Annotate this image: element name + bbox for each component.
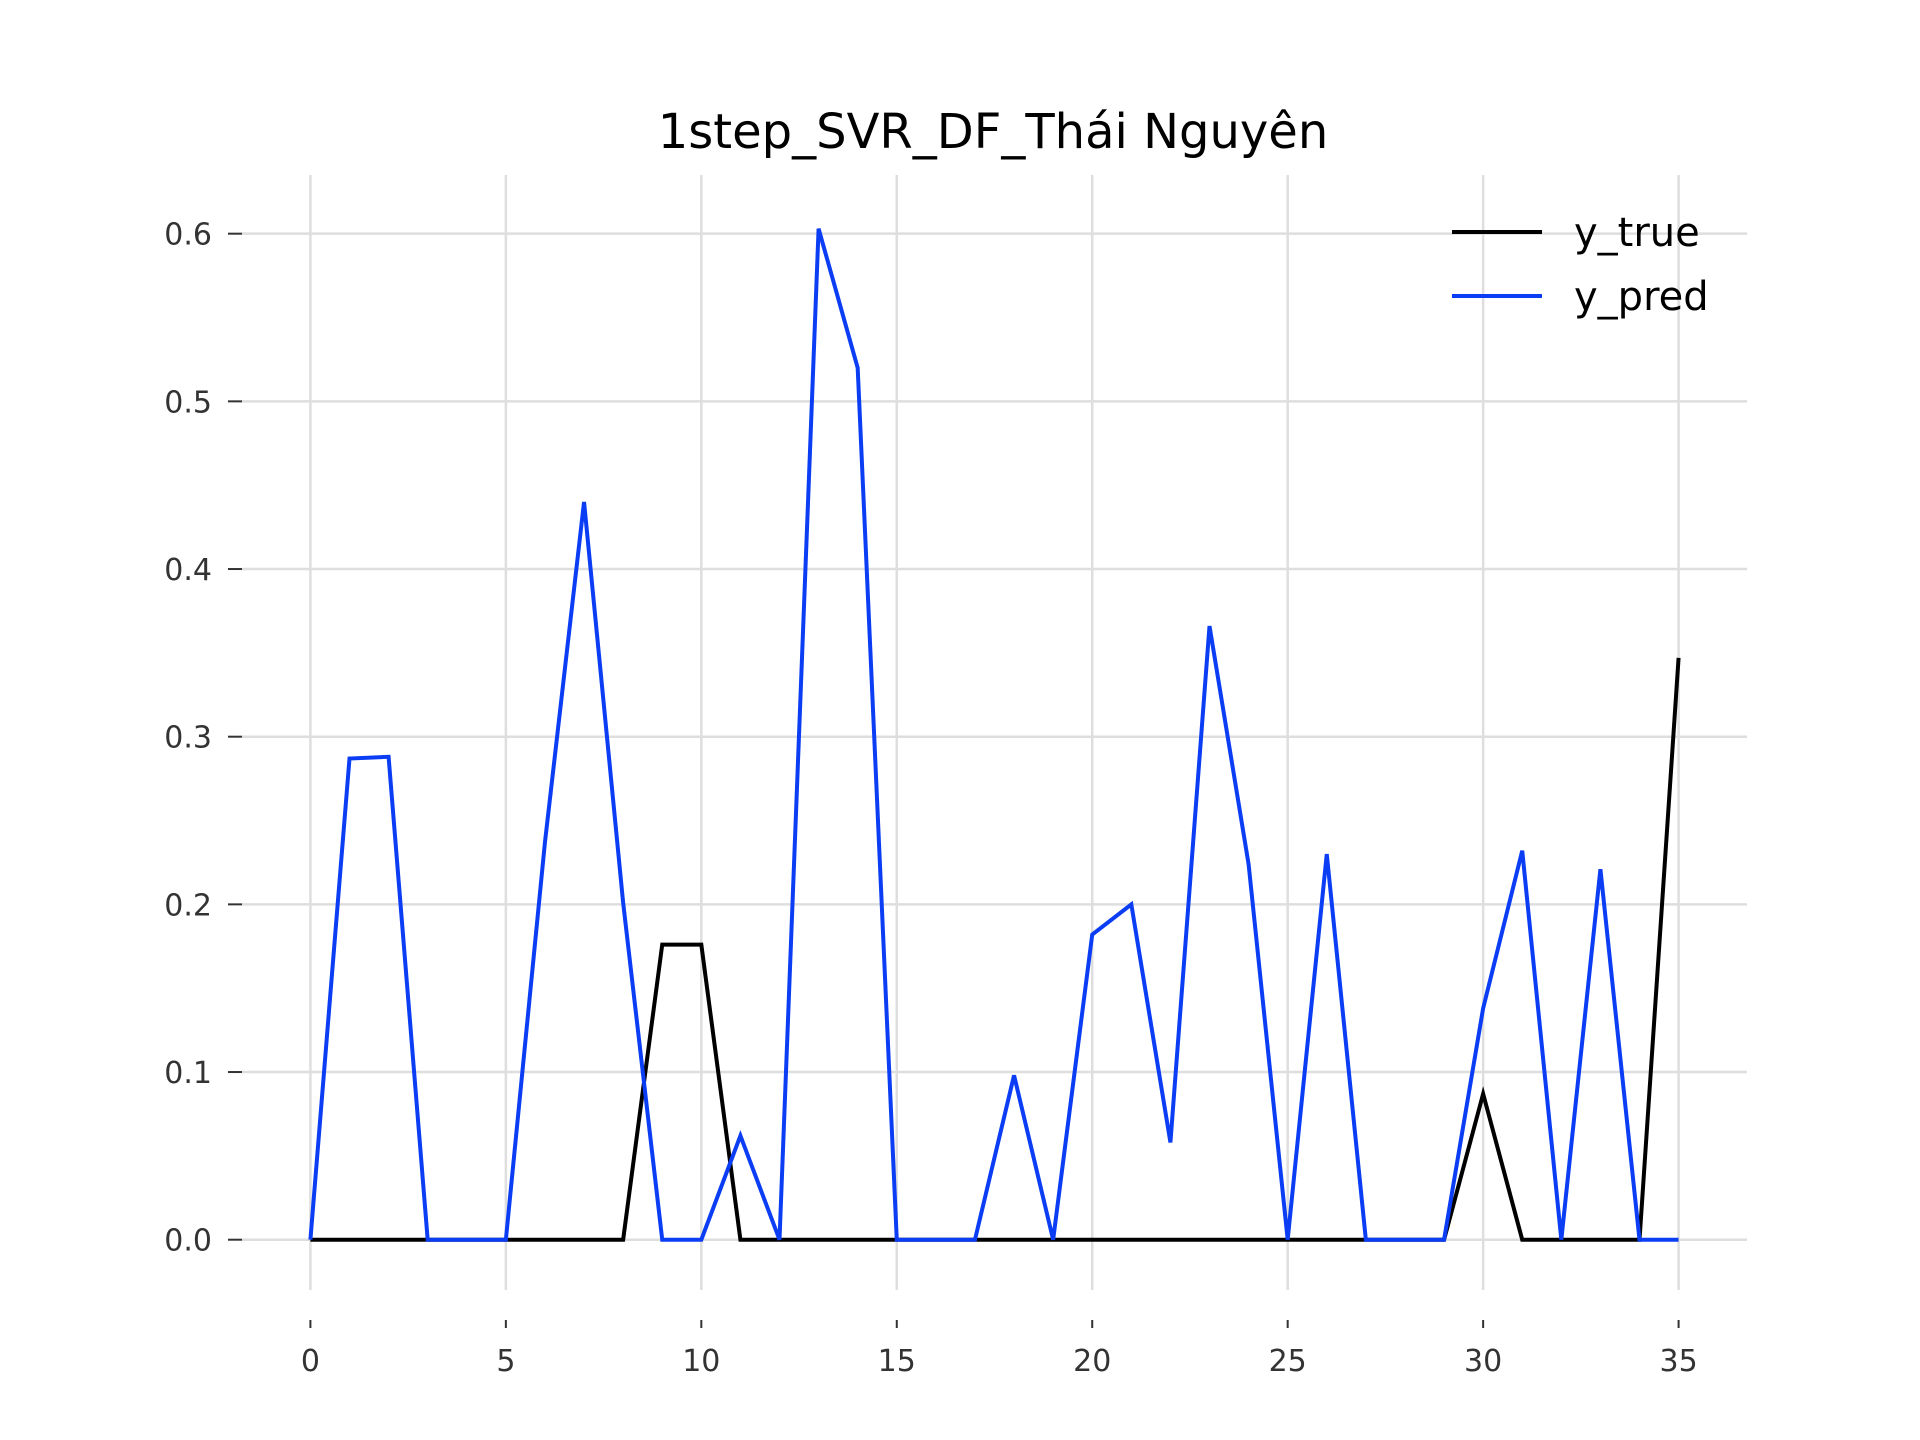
legend-label: y_true	[1574, 210, 1700, 256]
legend: y_true y_pred	[1452, 210, 1709, 320]
series-lines	[308, 228, 1681, 1242]
x-tick-label: 30	[1464, 1344, 1502, 1379]
x-tick-label: 20	[1073, 1344, 1111, 1379]
series-y-pred	[308, 228, 1679, 1242]
y-tick-label: 0.4	[164, 553, 212, 588]
y-tick-label: 0.1	[164, 1056, 212, 1091]
series-y-true	[310, 657, 1681, 1242]
x-tick-label: 10	[682, 1344, 720, 1379]
y-tick-label: 0.0	[164, 1224, 212, 1259]
legend-item: y_pred	[1452, 274, 1709, 320]
legend-item: y_true	[1452, 210, 1700, 256]
chart-title: 1step_SVR_DF_Thái Nguyên	[658, 104, 1329, 160]
x-tick-label: 25	[1269, 1344, 1307, 1379]
y-tick-label: 0.3	[164, 721, 212, 756]
y-tick-label: 0.2	[164, 888, 212, 923]
legend-label: y_pred	[1574, 274, 1709, 320]
axes: 0 5 10 15 20 25 30 35 0.0 0.1 0.2 0.3 0.4 0.5 0.6	[164, 218, 1697, 1379]
series-line-y-true	[310, 657, 1681, 1242]
y-tick-label: 0.6	[164, 218, 212, 253]
x-tick-label: 0	[301, 1344, 320, 1379]
x-tick-label: 35	[1659, 1344, 1697, 1379]
x-tick-label: 5	[496, 1344, 515, 1379]
series-line-y-pred	[308, 228, 1679, 1242]
x-tick-label: 15	[878, 1344, 916, 1379]
y-tick-label: 0.5	[164, 385, 212, 420]
